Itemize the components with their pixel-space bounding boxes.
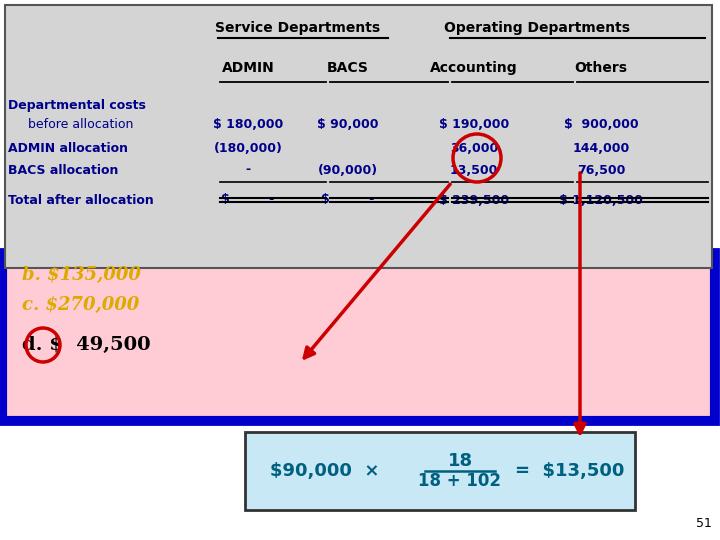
- Text: -: -: [246, 164, 251, 177]
- Text: $ 239,500: $ 239,500: [439, 193, 509, 206]
- Text: =  $13,500: = $13,500: [515, 462, 624, 480]
- Text: (90,000): (90,000): [318, 164, 378, 177]
- Text: $ 1,120,500: $ 1,120,500: [559, 193, 643, 206]
- Text: 144,000: 144,000: [572, 141, 629, 154]
- Text: b. $135,000: b. $135,000: [22, 266, 141, 284]
- Text: c. $270,000: c. $270,000: [22, 296, 139, 314]
- Text: 36,000: 36,000: [450, 141, 498, 154]
- Text: $ 90,000: $ 90,000: [318, 118, 379, 132]
- Text: 18 + 102: 18 + 102: [418, 472, 502, 490]
- Text: Service Departments: Service Departments: [215, 21, 381, 35]
- Bar: [5, 5, 712, 268]
- Text: BACS: BACS: [327, 61, 369, 75]
- Text: $ 180,000: $ 180,000: [213, 118, 283, 132]
- Text: Operating Departments: Operating Departments: [444, 21, 630, 35]
- Text: $         -: $ -: [221, 193, 274, 206]
- Text: BACS allocation: BACS allocation: [8, 164, 118, 177]
- Text: d. $  49,500: d. $ 49,500: [22, 336, 150, 354]
- Text: $90,000  ×: $90,000 ×: [270, 462, 379, 480]
- Text: ADMIN allocation: ADMIN allocation: [8, 141, 128, 154]
- Bar: [5, 255, 712, 418]
- Text: 18: 18: [447, 452, 472, 470]
- Text: 51: 51: [696, 517, 712, 530]
- Text: before allocation: before allocation: [28, 118, 133, 132]
- Bar: [245, 432, 635, 510]
- Text: Departmental costs: Departmental costs: [8, 98, 146, 111]
- Text: ADMIN: ADMIN: [222, 61, 274, 75]
- Text: Accounting: Accounting: [430, 61, 518, 75]
- Text: 76,500: 76,500: [577, 164, 625, 177]
- Bar: [1, 251, 716, 422]
- Bar: [0, 249, 718, 424]
- Text: $ 190,000: $ 190,000: [439, 118, 509, 132]
- Bar: [3, 253, 714, 420]
- Text: $  900,000: $ 900,000: [564, 118, 639, 132]
- Text: Total after allocation: Total after allocation: [8, 193, 154, 206]
- Text: $         -: $ -: [321, 193, 374, 206]
- Text: 13,500: 13,500: [450, 164, 498, 177]
- Text: (180,000): (180,000): [214, 141, 282, 154]
- Text: Others: Others: [575, 61, 628, 75]
